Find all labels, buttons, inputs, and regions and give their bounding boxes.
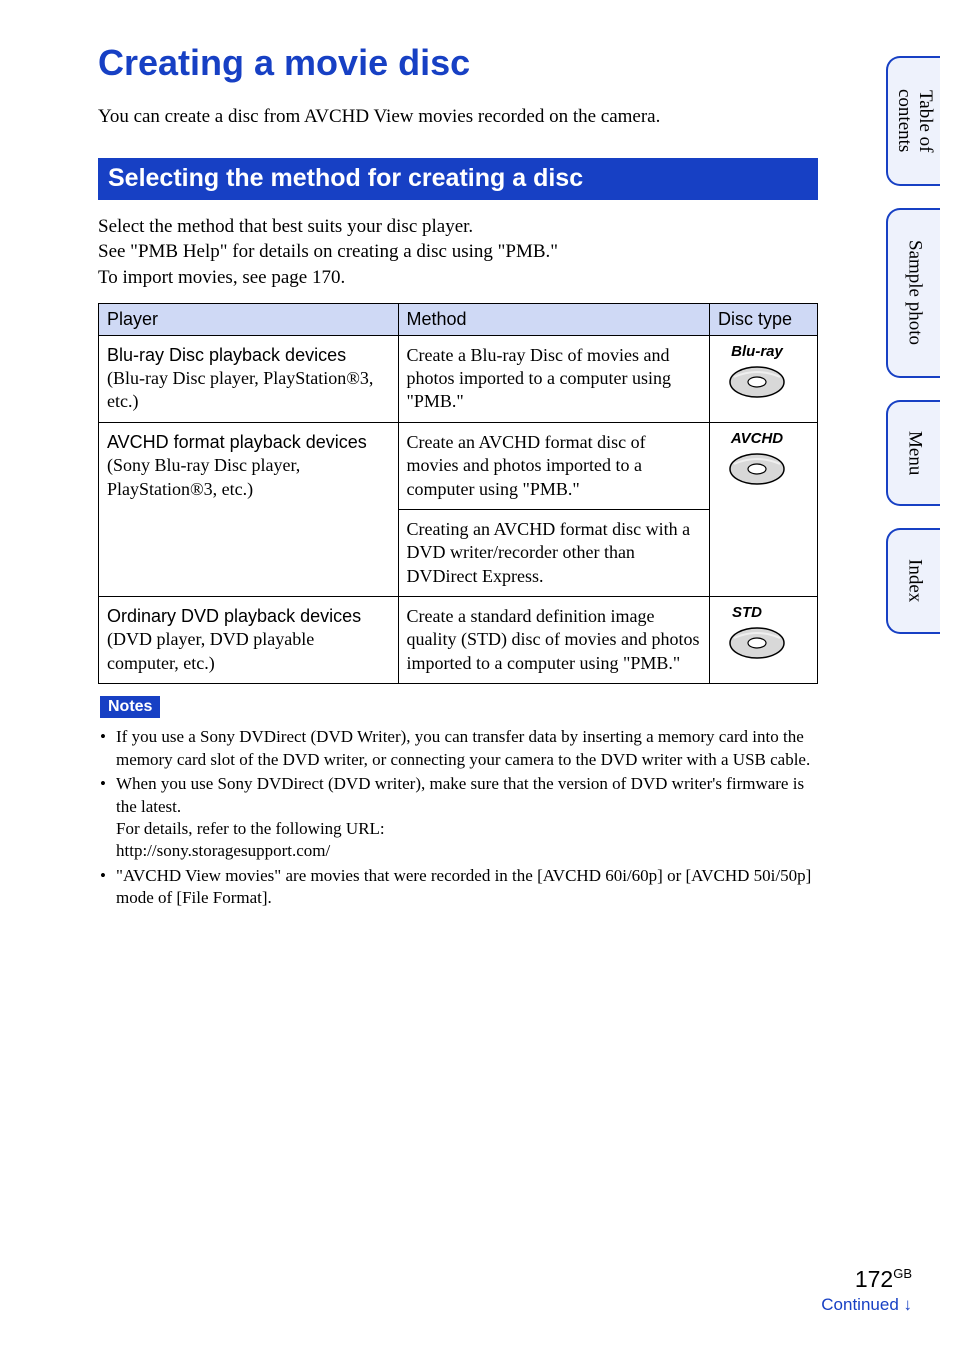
body-line-2: See "PMB Help" for details on creating a…	[98, 241, 558, 262]
player-heading: Blu-ray Disc playback devices	[107, 345, 346, 365]
bluray-disc-icon: Blu-ray	[718, 344, 796, 399]
cell-method: Create a standard definition image quali…	[398, 597, 709, 684]
th-method: Method	[398, 303, 709, 335]
body-line-3: To import movies, see page 170.	[98, 267, 345, 288]
notes-heading: Notes	[100, 696, 160, 718]
tab-index[interactable]: Index	[886, 528, 940, 634]
page-number: 172	[855, 1266, 893, 1292]
tab-sample-photo[interactable]: Sample photo	[886, 208, 940, 378]
cell-player: Ordinary DVD playback devices (DVD playe…	[99, 597, 399, 684]
note-url: http://sony.storagesupport.com/	[116, 840, 818, 862]
player-heading: Ordinary DVD playback devices	[107, 606, 361, 626]
body-line-1: Select the method that best suits your d…	[98, 216, 473, 237]
player-subtext: (Blu-ray Disc player, PlayStation®3, etc…	[107, 368, 373, 411]
th-player: Player	[99, 303, 399, 335]
page-suffix: GB	[893, 1266, 912, 1281]
table-row: AVCHD format playback devices (Sony Blu-…	[99, 422, 818, 509]
page-title: Creating a movie disc	[98, 42, 818, 84]
cell-disc-type: AVCHD	[710, 422, 818, 596]
intro-text: You can create a disc from AVCHD View mo…	[98, 104, 818, 130]
continued-indicator: Continued ↓	[821, 1295, 912, 1315]
disc-label: STD	[732, 603, 810, 623]
note-item: If you use a Sony DVDirect (DVD Writer),…	[98, 726, 818, 771]
page-number-block: 172GB	[821, 1266, 912, 1293]
main-content: Creating a movie disc You can create a d…	[98, 42, 818, 912]
std-disc-icon: STD	[718, 605, 796, 660]
cell-disc-type: Blu-ray	[710, 335, 818, 422]
player-subtext: (DVD player, DVD playable computer, etc.…	[107, 629, 314, 672]
table-row: Blu-ray Disc playback devices (Blu-ray D…	[99, 335, 818, 422]
section-heading: Selecting the method for creating a disc	[98, 158, 818, 200]
note-item: When you use Sony DVDirect (DVD writer),…	[98, 773, 818, 863]
note-text: When you use Sony DVDirect (DVD writer),…	[116, 774, 804, 815]
cell-disc-type: STD	[710, 597, 818, 684]
tab-table-of-contents[interactable]: Table of contents	[886, 56, 940, 186]
disc-svg	[728, 626, 786, 660]
cell-method: Create a Blu-ray Disc of movies and phot…	[398, 335, 709, 422]
th-disc-type: Disc type	[710, 303, 818, 335]
cell-method: Create an AVCHD format disc of movies an…	[398, 422, 709, 509]
tab-menu[interactable]: Menu	[886, 400, 940, 506]
disc-svg	[728, 452, 786, 486]
avchd-disc-icon: AVCHD	[718, 431, 796, 486]
cell-player: Blu-ray Disc playback devices (Blu-ray D…	[99, 335, 399, 422]
page-footer: 172GB Continued ↓	[821, 1266, 912, 1315]
table-header-row: Player Method Disc type	[99, 303, 818, 335]
notes-list: If you use a Sony DVDirect (DVD Writer),…	[98, 726, 818, 910]
disc-label: AVCHD	[718, 429, 796, 449]
body-paragraph: Select the method that best suits your d…	[98, 214, 818, 291]
player-heading: AVCHD format playback devices	[107, 432, 367, 452]
disc-method-table: Player Method Disc type Blu-ray Disc pla…	[98, 303, 818, 685]
disc-svg	[728, 365, 786, 399]
side-tabs: Table of contents Sample photo Menu Inde…	[886, 56, 954, 656]
table-row: Ordinary DVD playback devices (DVD playe…	[99, 597, 818, 684]
cell-player: AVCHD format playback devices (Sony Blu-…	[99, 422, 399, 596]
player-subtext: (Sony Blu-ray Disc player, PlayStation®3…	[107, 455, 300, 498]
disc-label: Blu-ray	[718, 342, 796, 362]
note-extra-line: For details, refer to the following URL:	[116, 818, 818, 840]
cell-method: Creating an AVCHD format disc with a DVD…	[398, 509, 709, 596]
note-item: "AVCHD View movies" are movies that were…	[98, 865, 818, 910]
